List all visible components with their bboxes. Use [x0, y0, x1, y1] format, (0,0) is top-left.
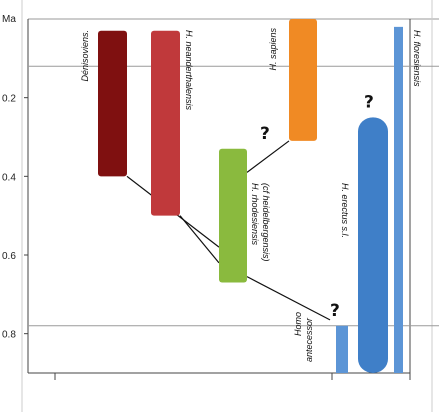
- lineage-link: [246, 276, 331, 321]
- taxon-label-sapiens: H. sapiens: [268, 28, 278, 71]
- y-tick-label: 0.6: [2, 251, 16, 262]
- taxon-bar-erectus: [358, 117, 388, 373]
- question-marks: ???: [260, 93, 374, 321]
- y-axis-ticks: 0.2 0.4 0.6 0.8: [2, 94, 28, 341]
- taxon-bar-neanderthal: [151, 30, 180, 216]
- question-mark-erectus: ?: [364, 93, 374, 113]
- taxon-bar-sapiens: [289, 19, 317, 141]
- y-tick-label: 0.2: [2, 94, 16, 105]
- taxon-label-antecessor: antecessor: [304, 317, 314, 362]
- taxon-bars: [98, 19, 403, 373]
- taxon-label-denisova: Dénisoviens.: [80, 30, 90, 82]
- taxon-bar-rhodesiensis: [219, 148, 247, 283]
- taxon-labels: Dénisoviens. H. neanderthalensis H. rhodes…: [80, 28, 422, 363]
- y-tick-label: 0.8: [2, 330, 16, 341]
- taxon-bar-denisova: [98, 30, 127, 177]
- lineage-link: [179, 215, 220, 264]
- taxon-label-rhodesiensis: H. rhodesiensis: [250, 183, 260, 246]
- y-axis-unit-label: Ma: [2, 14, 16, 25]
- lineage-link: [246, 140, 290, 173]
- taxon-bar-antecessor: [336, 325, 348, 373]
- taxon-bar-floresiensis: [394, 26, 403, 373]
- question-mark-sapiens: ?: [260, 124, 270, 144]
- taxon-label-antecessor: Homo: [293, 312, 303, 336]
- taxon-label-floresiensis: H. floresiensis: [412, 30, 422, 87]
- taxon-label-rhodesiensis: (cf heidelbergensis): [261, 183, 271, 262]
- taxon-label-erectus: H. erectus s.l.: [340, 183, 350, 238]
- question-mark-antecessor: ?: [330, 301, 340, 321]
- y-tick-label: 0.4: [2, 172, 16, 183]
- taxon-label-neanderthal: H. neanderthalensis: [184, 30, 194, 111]
